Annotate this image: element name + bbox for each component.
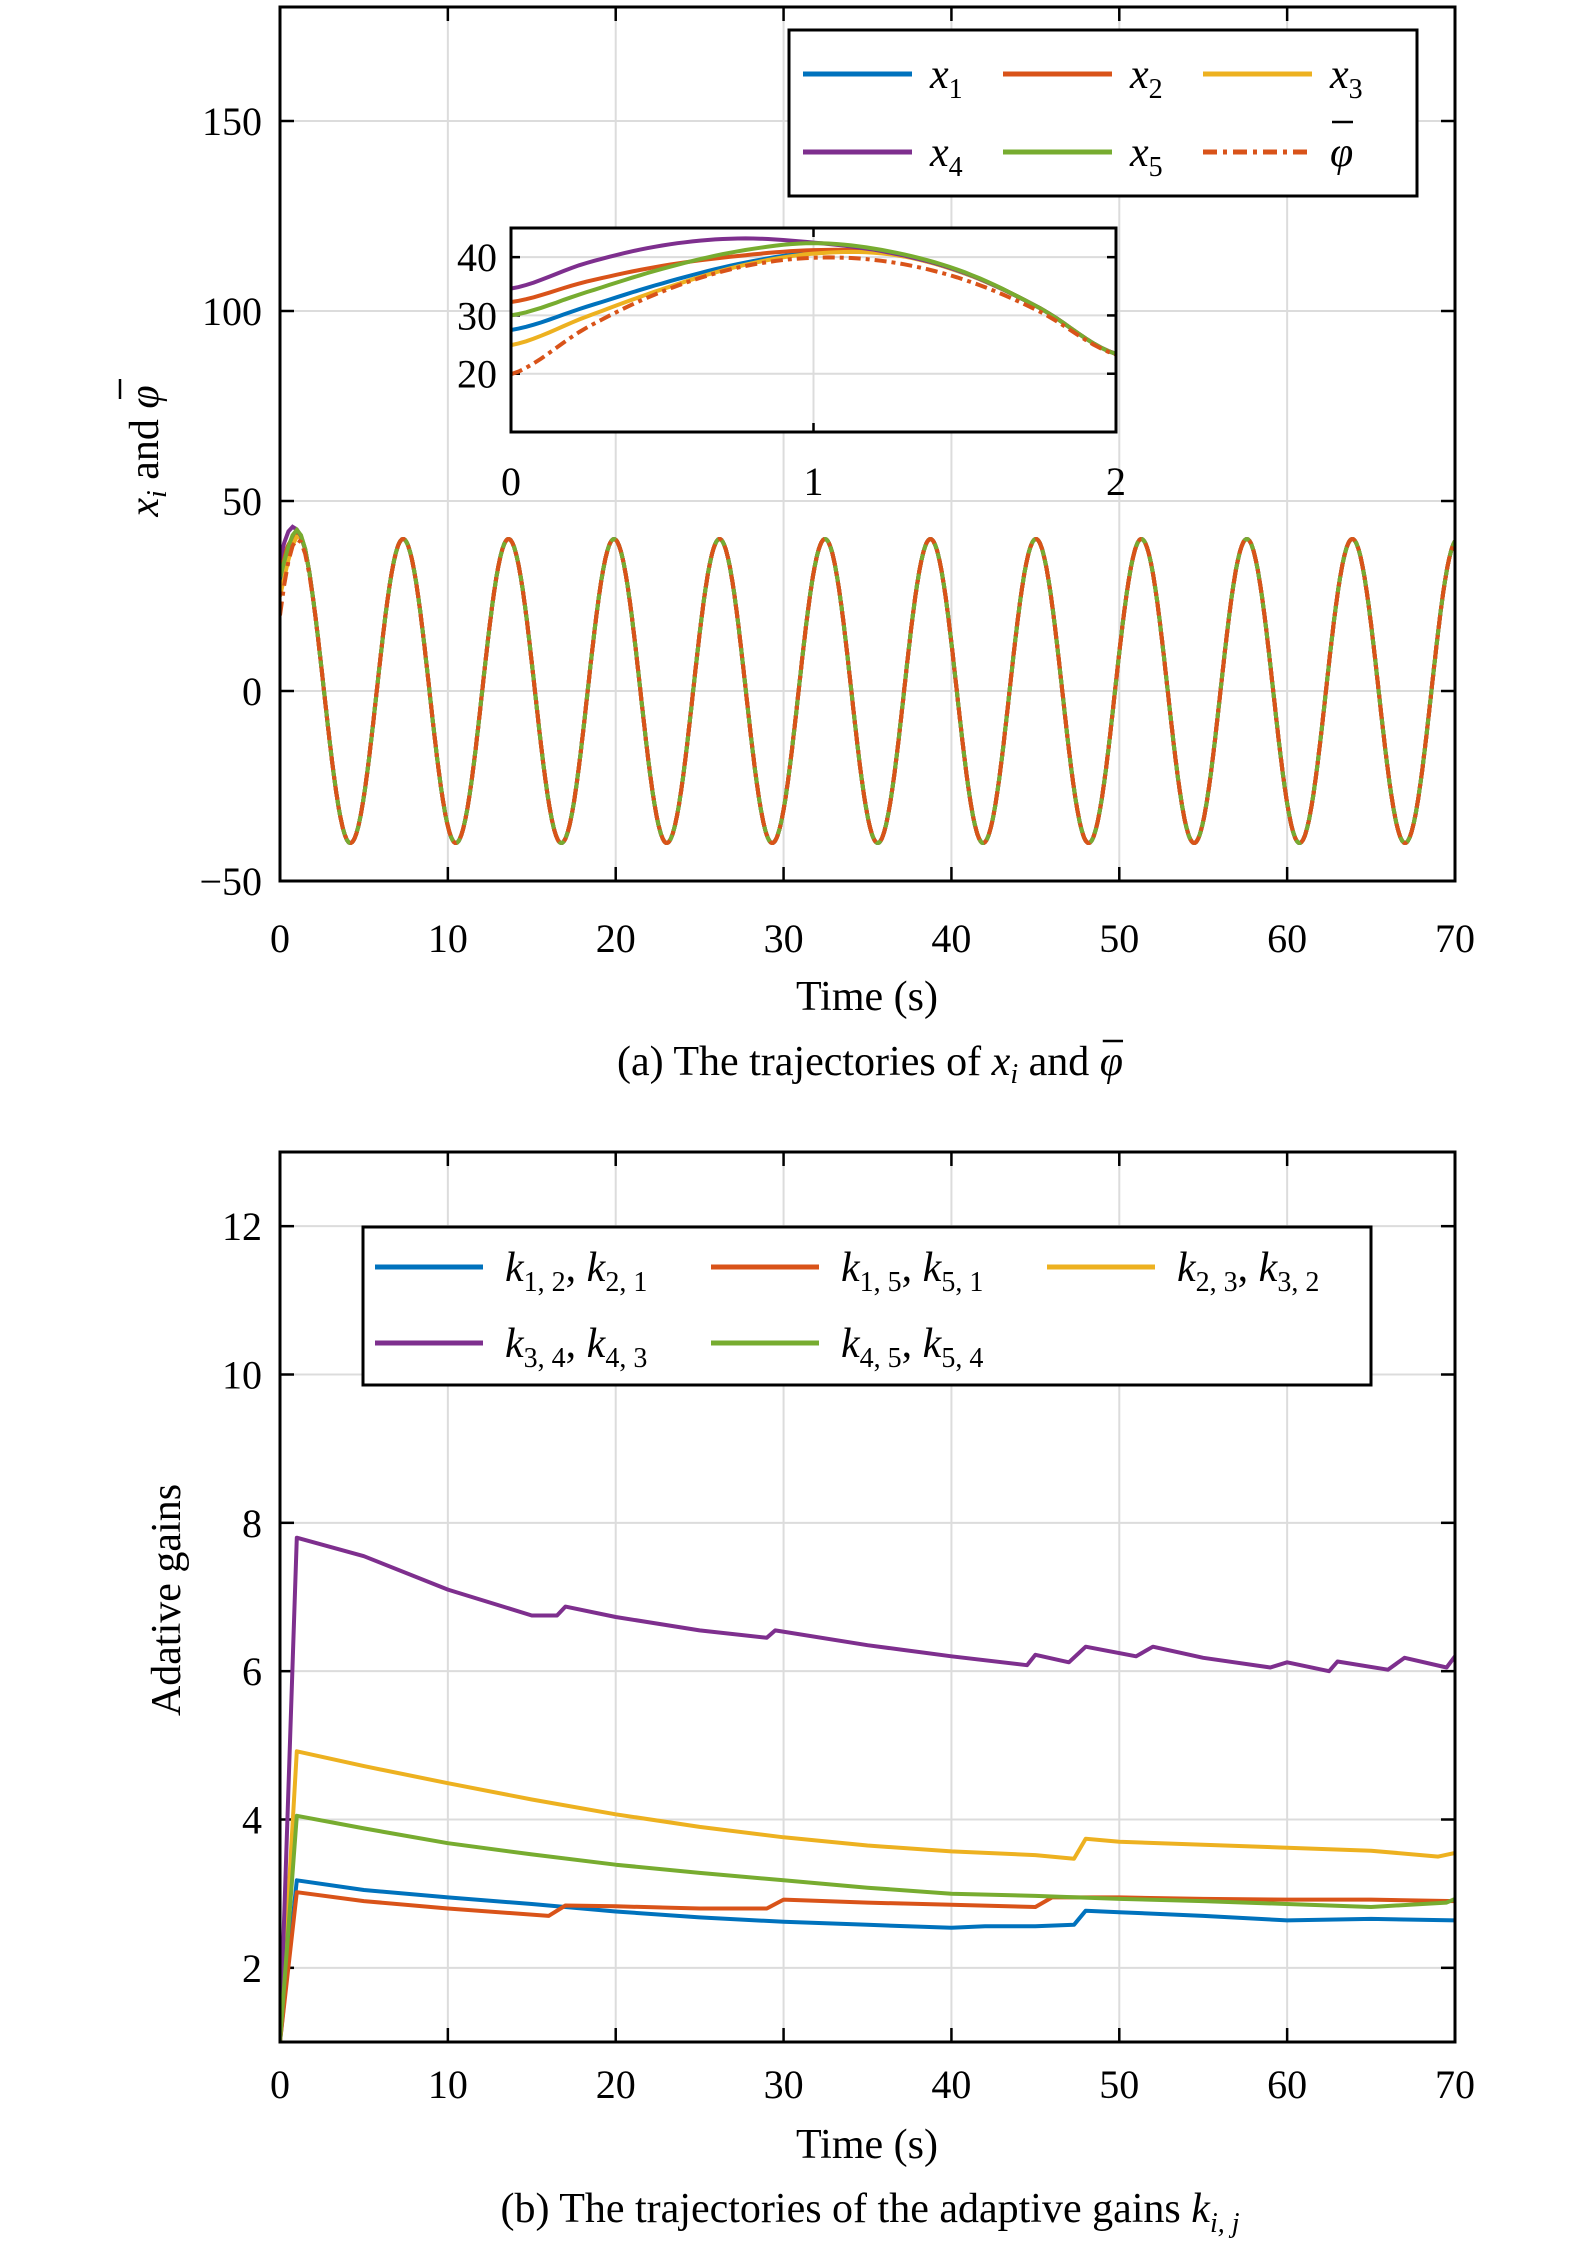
legend-label: x4: [929, 130, 963, 183]
legend-label: x5: [1129, 130, 1163, 183]
chart-b-y-tick-label: 12: [222, 1204, 262, 1249]
legend-label: k2, 3, k3, 2: [1177, 1245, 1319, 1298]
inset-x-tick-label: 0: [501, 459, 521, 504]
chart-a-y-tick-label: 100: [202, 289, 262, 334]
legend-label: k3, 4, k4, 3: [505, 1321, 647, 1374]
legend-item: x5: [1003, 130, 1163, 183]
chart-b-line-k23: [280, 1749, 1455, 2042]
chart-b-x-tick-label: 50: [1099, 2062, 1139, 2107]
chart-b-line-k12: [280, 1878, 1455, 2042]
svg-text:(b) The trajectories of the ad: (b) The trajectories of the adaptive gai…: [500, 2186, 1239, 2239]
chart-a-legend: x1 x2 x3 x4 x5 φ: [787, 28, 1419, 198]
chart-b-y-tick-label: 6: [242, 1649, 262, 1694]
chart-b-x-tick-label: 0: [270, 2062, 290, 2107]
chart-a-x-tick-label: 60: [1267, 916, 1307, 961]
chart-a-inset: 0 1 2 20 30 40: [457, 226, 1126, 504]
inset-y-tick-label: 30: [457, 293, 497, 338]
chart-a-x-tick-label: 50: [1099, 916, 1139, 961]
legend-item: x3: [1203, 52, 1363, 105]
chart-a-y-tick-label: 50: [222, 479, 262, 524]
chart-a-y-tick-label: 0: [242, 669, 262, 714]
chart-a-x-tick-label: 40: [931, 916, 971, 961]
legend-label: x1: [929, 52, 963, 105]
y-label-var: x: [122, 498, 168, 518]
chart-b-line-k15: [280, 1890, 1455, 2042]
chart-a-y-tick-label: 150: [202, 99, 262, 144]
legend-item: k1, 5, k5, 1: [711, 1245, 983, 1298]
legend-item: φ: [1203, 120, 1353, 176]
legend-item: k3, 4, k4, 3: [375, 1321, 647, 1374]
chart-b-x-tick-label: 40: [931, 2062, 971, 2107]
legend-label: φ: [1330, 130, 1353, 176]
chart-b-legend: k1, 2, k2, 1 k1, 5, k5, 1 k2, 3, k3, 2 k3, …: [361, 1225, 1373, 1387]
chart-a-caption: (a) The trajectories of xi and φ: [617, 1039, 1123, 1090]
chart-a-x-tick-label: 30: [764, 916, 804, 961]
legend-item: x2: [1003, 52, 1163, 105]
chart-a-x-tick-label: 0: [270, 916, 290, 961]
chart-a-line-phi-bar: [280, 536, 1455, 846]
chart-a-x-tick-label: 10: [428, 916, 468, 961]
chart-b-caption: (b) The trajectories of the adaptive gai…: [500, 2186, 1239, 2239]
inset-series: [511, 236, 1116, 377]
chart-b-x-label: Time (s): [796, 2122, 938, 2168]
axes-box: [278, 1150, 1457, 2044]
chart-b-y-tick-label: 2: [242, 1946, 262, 1991]
chart-a-x-label: Time (s): [796, 974, 938, 1020]
chart-b-x-tick-label: 60: [1267, 2062, 1307, 2107]
chart-a-x-tick-label: 20: [596, 916, 636, 961]
legend-item: k4, 5, k5, 4: [711, 1321, 983, 1374]
inset-line-x5: [511, 241, 1116, 356]
chart-b-x-tick-label: 20: [596, 2062, 636, 2107]
chart-b-y-tick-label: 10: [222, 1353, 262, 1398]
svg-text:(a) The trajectories of xi and: (a) The trajectories of xi and φ: [617, 1039, 1123, 1090]
axes-box: [278, 5, 1457, 883]
inset-x-tick-label: 1: [804, 459, 824, 504]
chart-a-series: [280, 524, 1455, 846]
chart-b-x-tick-label: 70: [1435, 2062, 1475, 2107]
legend-label: x2: [1129, 52, 1163, 105]
svg-text:xi and φ: xi and φ: [122, 385, 173, 517]
legend-label: k1, 2, k2, 1: [505, 1245, 647, 1298]
chart-b-x-tick-label: 10: [428, 2062, 468, 2107]
legend-item: k2, 3, k3, 2: [1047, 1245, 1319, 1298]
legend-label: x3: [1329, 52, 1363, 105]
chart-a-x-tick-label: 70: [1435, 916, 1475, 961]
chart-b-y-tick-label: 8: [242, 1501, 262, 1546]
inset-y-tick-label: 40: [457, 235, 497, 280]
inset-x-tick-label: 2: [1106, 459, 1126, 504]
legend-label: k4, 5, k5, 4: [841, 1321, 983, 1374]
chart-b-line-k45: [280, 1813, 1455, 2042]
axes-box: [509, 226, 1118, 434]
chart-b-line-k34: [280, 1535, 1455, 2042]
legend-item: k1, 2, k2, 1: [375, 1245, 647, 1298]
inset-y-tick-label: 20: [457, 352, 497, 397]
chart-a-y-tick-label: −50: [199, 859, 262, 904]
legend-item: x4: [803, 130, 963, 183]
chart-b-y-label: Adative gains: [144, 1484, 190, 1716]
legend-label: k1, 5, k5, 1: [841, 1245, 983, 1298]
chart-b-x-tick-label: 30: [764, 2062, 804, 2107]
chart-b-series: [280, 1535, 1455, 2042]
legend-item: x1: [803, 52, 963, 105]
chart-b-y-tick-label: 4: [242, 1798, 262, 1843]
chart-a-y-label: xi and φ: [118, 379, 173, 518]
